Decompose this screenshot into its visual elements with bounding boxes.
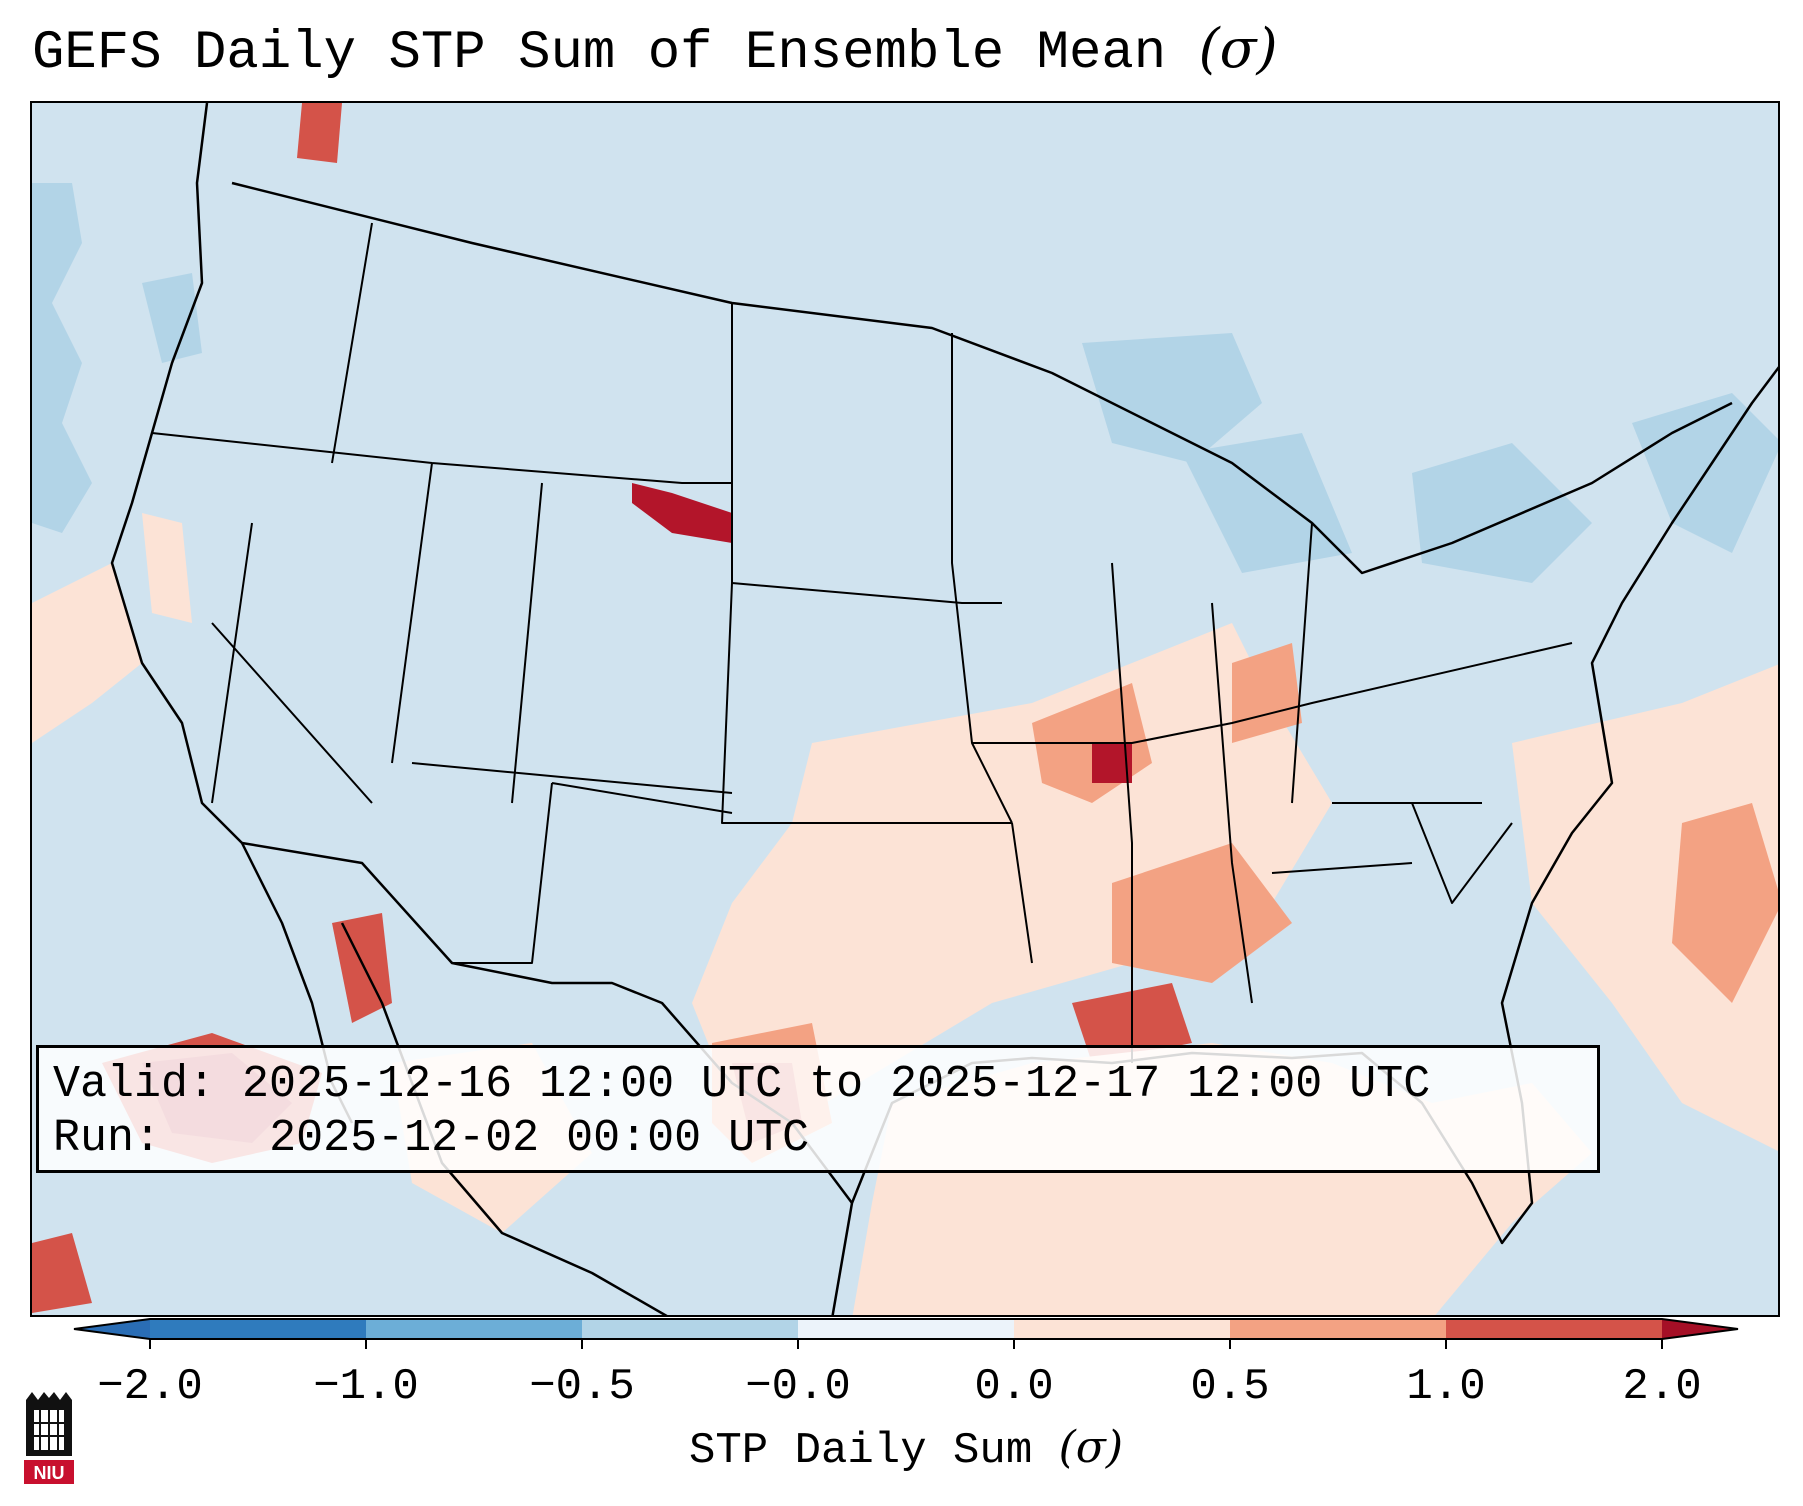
state-borders — [151, 222, 1573, 1063]
colorbar-label-text: STP Daily Sum — [689, 1426, 1032, 1476]
stp-patch — [1412, 443, 1592, 583]
colorbar: −2.0 −1.0 −0.5 −0.0 0.0 0.5 1.0 2.0 STP … — [73, 1318, 1739, 1476]
coastline — [110, 103, 354, 1124]
run-label: Run: — [53, 1113, 162, 1164]
colorbar-segment — [1014, 1319, 1230, 1339]
colorbar-tick-label: 0.5 — [1190, 1362, 1269, 1412]
stp-patch — [1182, 433, 1352, 573]
colorbar-tick-label: −2.0 — [97, 1362, 203, 1412]
stp-patch — [1082, 333, 1262, 463]
valid-value: 2025-12-16 12:00 UTC to 2025-12-17 12:00… — [242, 1059, 1431, 1110]
run-value: 2025-12-02 00:00 UTC — [269, 1113, 810, 1164]
page-title: GEFS Daily STP Sum of Ensemble Mean (σ) — [32, 22, 1278, 81]
colorbar-tick-label: −0.0 — [745, 1362, 851, 1412]
colorbar-segment — [150, 1319, 366, 1339]
stp-patch — [1092, 743, 1132, 783]
colorbar-segment — [1446, 1319, 1662, 1339]
title-text: GEFS Daily STP Sum of Ensemble Mean — [32, 23, 1167, 84]
title-unit: (σ) — [1198, 17, 1278, 80]
colorbar-tick-label: −0.5 — [529, 1362, 635, 1412]
colorbar-label-unit: (σ) — [1059, 1422, 1123, 1473]
colorbar-segment — [798, 1319, 1014, 1339]
stp-patch — [142, 513, 192, 623]
stp-patch — [1112, 843, 1292, 983]
stp-patch — [32, 1233, 92, 1313]
colorbar-ticks — [149, 1339, 1663, 1349]
stp-patch — [1672, 803, 1778, 1003]
stp-patch — [32, 563, 142, 743]
stp-patch — [297, 103, 342, 163]
colorbar-label: STP Daily Sum (σ) — [689, 1422, 1123, 1476]
colorbar-tick-label: −1.0 — [313, 1362, 419, 1412]
colorbar-tick-label: 2.0 — [1622, 1362, 1701, 1412]
valid-run-box: Valid: 2025-12-16 12:00 UTC to 2025-12-1… — [36, 1045, 1600, 1173]
valid-label: Valid: — [53, 1059, 216, 1110]
stp-patch — [632, 483, 732, 543]
stp-patch — [142, 273, 202, 363]
colorbar-segment — [582, 1319, 798, 1339]
colorbar-tick-label: 0.0 — [974, 1362, 1053, 1412]
stp-patch — [692, 623, 1332, 1123]
colorbar-extend-over — [1662, 1319, 1738, 1339]
colorbar-segment — [1230, 1319, 1446, 1339]
stp-patch — [32, 183, 92, 533]
niu-logo: NIU — [24, 1392, 74, 1484]
stp-patch — [1512, 664, 1778, 1151]
colorbar-tick-label: 1.0 — [1406, 1362, 1485, 1412]
colorbar-segment — [366, 1319, 582, 1339]
niu-logo-text: NIU — [34, 1463, 65, 1483]
colorbar-extend-under — [74, 1319, 150, 1339]
